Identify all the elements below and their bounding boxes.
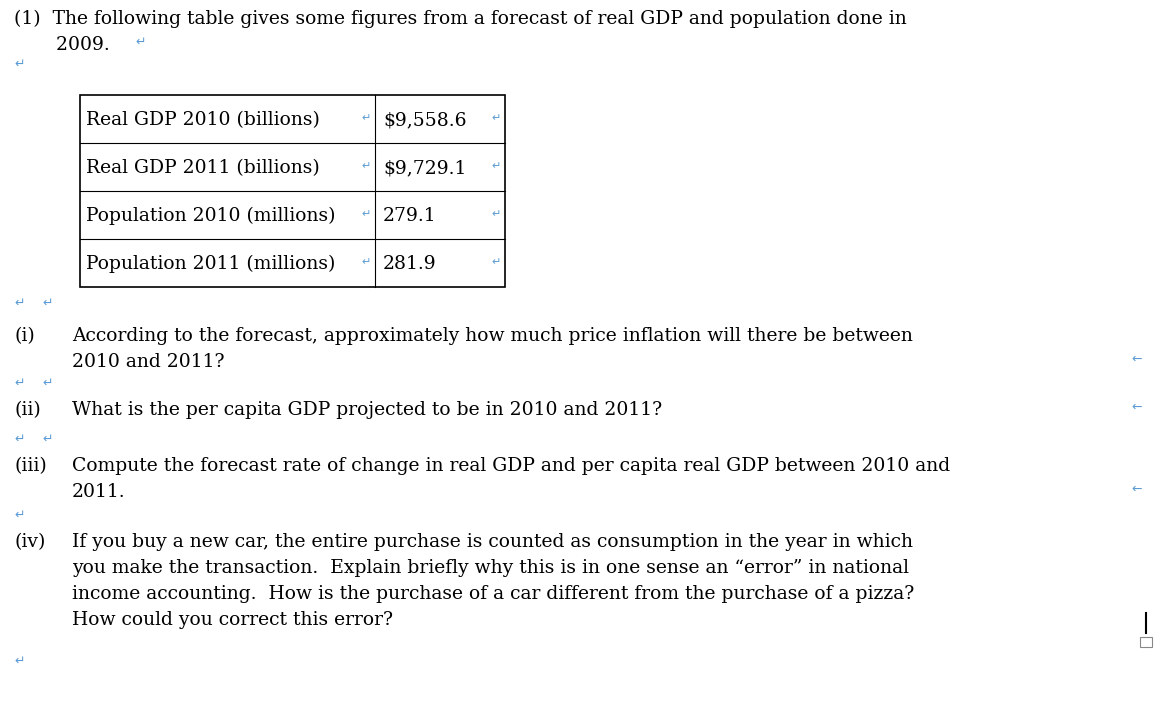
Text: ↵: ↵ [492, 257, 501, 267]
Text: (iii): (iii) [14, 457, 46, 475]
Text: Real GDP 2011 (billions): Real GDP 2011 (billions) [86, 159, 320, 177]
Text: ↵: ↵ [42, 377, 52, 390]
Text: 2009.: 2009. [14, 36, 110, 54]
Text: ↵: ↵ [14, 433, 24, 446]
Text: ↵: ↵ [361, 161, 371, 171]
Text: ↵: ↵ [14, 509, 24, 522]
Text: What is the per capita GDP projected to be in 2010 and 2011?: What is the per capita GDP projected to … [72, 401, 662, 419]
Text: (iv): (iv) [14, 533, 45, 551]
Text: ↵: ↵ [135, 36, 146, 49]
Text: ←: ← [1131, 483, 1142, 496]
Text: 2010 and 2011?: 2010 and 2011? [72, 353, 225, 371]
Text: $9,729.1: $9,729.1 [383, 159, 467, 177]
Text: ↵: ↵ [492, 113, 501, 123]
Text: ←: ← [1131, 353, 1142, 366]
Text: 2011.: 2011. [72, 483, 125, 501]
Text: ↵: ↵ [14, 58, 24, 71]
Text: ↵: ↵ [42, 433, 52, 446]
Bar [1139, 637, 1152, 647]
Text: you make the transaction.  Explain briefly why this is in one sense an “error” i: you make the transaction. Explain briefl… [72, 559, 909, 577]
Text: (1)  The following table gives some figures from a forecast of real GDP and popu: (1) The following table gives some figur… [14, 10, 907, 28]
Text: Real GDP 2010 (billions): Real GDP 2010 (billions) [86, 111, 320, 129]
Text: Population 2011 (millions): Population 2011 (millions) [86, 255, 336, 273]
Text: ↵: ↵ [361, 257, 371, 267]
Text: ↵: ↵ [361, 209, 371, 219]
Text: (i): (i) [14, 327, 35, 345]
Text: ←: ← [1131, 401, 1142, 414]
Text: income accounting.  How is the purchase of a car different from the purchase of : income accounting. How is the purchase o… [72, 585, 915, 603]
Text: ↵: ↵ [42, 297, 52, 310]
Text: (ii): (ii) [14, 401, 41, 419]
Text: If you buy a new car, the entire purchase is counted as consumption in the year : If you buy a new car, the entire purchas… [72, 533, 913, 551]
Text: ↵: ↵ [492, 161, 501, 171]
Text: ↵: ↵ [361, 113, 371, 123]
Bar [80, 95, 505, 287]
Text: ↵: ↵ [14, 655, 24, 668]
Text: ↵: ↵ [14, 377, 24, 390]
Text: How could you correct this error?: How could you correct this error? [72, 611, 393, 629]
Text: 281.9: 281.9 [383, 255, 437, 273]
Text: Population 2010 (millions): Population 2010 (millions) [86, 207, 336, 225]
Text: ↵: ↵ [14, 297, 24, 310]
Text: According to the forecast, approximately how much price inflation will there be : According to the forecast, approximately… [72, 327, 913, 345]
Text: $9,558.6: $9,558.6 [383, 111, 467, 129]
Text: ↵: ↵ [492, 209, 501, 219]
Text: 279.1: 279.1 [383, 207, 437, 225]
Text: Compute the forecast rate of change in real GDP and per capita real GDP between : Compute the forecast rate of change in r… [72, 457, 950, 475]
